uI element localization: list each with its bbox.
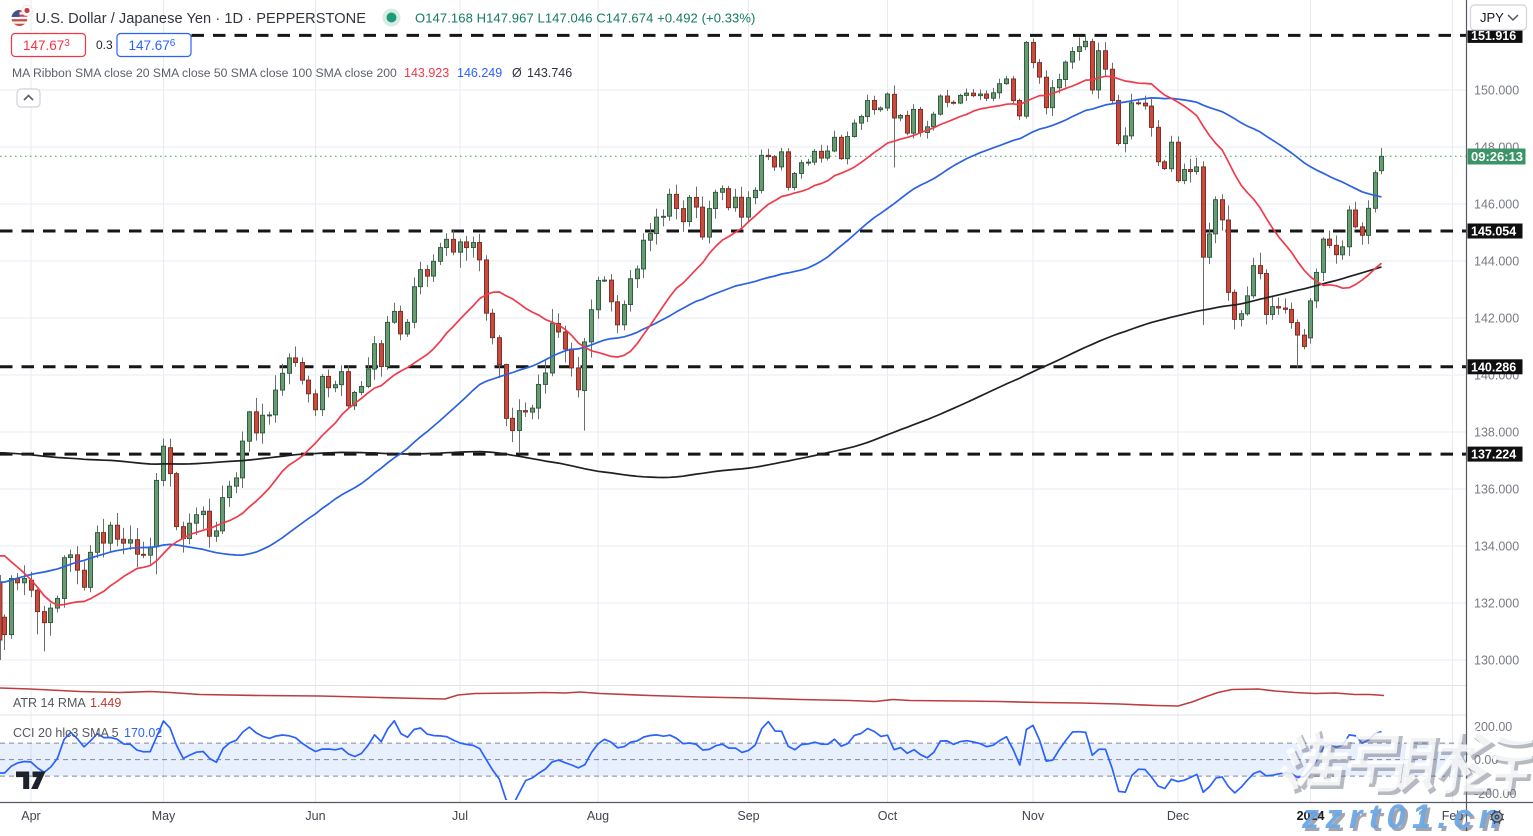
svg-text:142.000: 142.000 bbox=[1474, 311, 1519, 325]
svg-text:U.S. Dollar / Japanese Yen · 1: U.S. Dollar / Japanese Yen · 1D · PEPPER… bbox=[36, 11, 367, 27]
svg-text:143.923: 143.923 bbox=[404, 66, 449, 80]
svg-text:145.054: 145.054 bbox=[1471, 225, 1516, 239]
svg-text:170.02: 170.02 bbox=[124, 726, 162, 740]
svg-text:1.449: 1.449 bbox=[90, 696, 121, 710]
svg-text:ATR 14 RMA: ATR 14 RMA bbox=[13, 696, 86, 710]
svg-text:May: May bbox=[152, 809, 176, 823]
svg-text:Sep: Sep bbox=[737, 809, 759, 823]
svg-text:0.3: 0.3 bbox=[96, 38, 113, 52]
svg-text:Aug: Aug bbox=[587, 809, 609, 823]
svg-text:zzrt01.cn: zzrt01.cn bbox=[1301, 798, 1506, 831]
svg-text:Jun: Jun bbox=[305, 809, 325, 823]
svg-text:Oct: Oct bbox=[878, 809, 898, 823]
svg-text:151.916: 151.916 bbox=[1471, 29, 1516, 43]
svg-text:0.00: 0.00 bbox=[1474, 753, 1498, 767]
svg-text:146.000: 146.000 bbox=[1474, 197, 1519, 211]
svg-text:Dec: Dec bbox=[1167, 809, 1189, 823]
svg-text:150.000: 150.000 bbox=[1474, 83, 1519, 97]
svg-text:MA Ribbon SMA close 20 SMA clo: MA Ribbon SMA close 20 SMA close 50 SMA … bbox=[12, 66, 397, 80]
svg-text:2024: 2024 bbox=[1297, 809, 1325, 823]
svg-text:132.000: 132.000 bbox=[1474, 596, 1519, 610]
svg-text:Nov: Nov bbox=[1022, 809, 1045, 823]
svg-text:Ø: Ø bbox=[512, 66, 522, 80]
svg-text:143.746: 143.746 bbox=[527, 66, 572, 80]
svg-text:JPY: JPY bbox=[1480, 10, 1504, 25]
svg-text:144.000: 144.000 bbox=[1474, 254, 1519, 268]
svg-text:140.286: 140.286 bbox=[1471, 360, 1516, 374]
svg-text:136.000: 136.000 bbox=[1474, 482, 1519, 496]
svg-text:CCI 20 hlc3 SMA 5: CCI 20 hlc3 SMA 5 bbox=[13, 726, 119, 740]
svg-text:Jul: Jul bbox=[452, 809, 468, 823]
svg-text:Apr: Apr bbox=[21, 809, 40, 823]
svg-text:134.000: 134.000 bbox=[1474, 539, 1519, 553]
svg-text:zzrt01.cn: zzrt01.cn bbox=[1304, 801, 1509, 831]
svg-text:130.000: 130.000 bbox=[1474, 653, 1519, 667]
svg-text:137.224: 137.224 bbox=[1471, 448, 1516, 462]
svg-text:O147.168 H147.967 L147.046 C14: O147.168 H147.967 L147.046 C147.674 +0.4… bbox=[415, 11, 755, 26]
svg-text:Feb: Feb bbox=[1442, 809, 1464, 823]
svg-text:146.249: 146.249 bbox=[457, 66, 502, 80]
svg-text:200.00: 200.00 bbox=[1474, 720, 1512, 734]
svg-text:147.676: 147.676 bbox=[129, 38, 176, 53]
svg-text:09:26:13: 09:26:13 bbox=[1471, 149, 1523, 164]
svg-text:138.000: 138.000 bbox=[1474, 425, 1519, 439]
svg-text:147.673: 147.673 bbox=[23, 38, 70, 53]
